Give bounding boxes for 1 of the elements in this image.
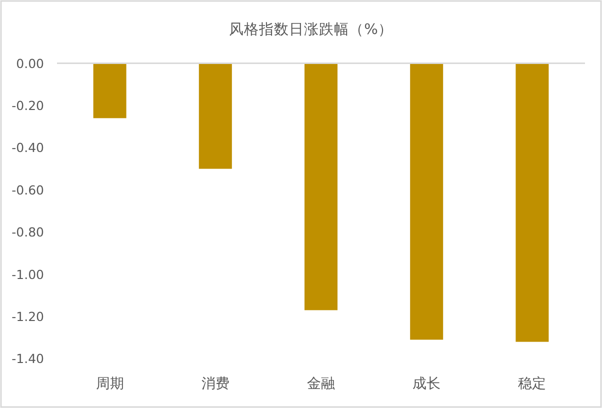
title: 风格指数日涨跌幅（%） xyxy=(229,22,393,38)
